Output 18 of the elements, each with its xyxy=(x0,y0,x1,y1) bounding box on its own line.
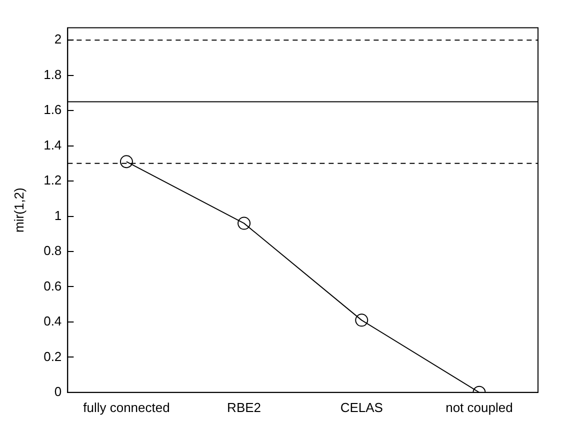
point xyxy=(120,155,133,168)
point xyxy=(238,216,251,230)
y-axis-title: mir(1,2) xyxy=(11,188,26,232)
y-tick-label: 1.6 xyxy=(44,102,62,118)
x-tick-label: CELAS xyxy=(340,400,384,415)
x-tick-label: not coupled xyxy=(446,400,513,415)
y-tick-label: 2 xyxy=(54,32,62,47)
y-tick-label: 0.4 xyxy=(44,314,62,329)
x-tick-label: RBE2 xyxy=(227,400,262,415)
x-tick-label: fully connected xyxy=(83,400,170,415)
y-tick-label: 1 xyxy=(54,208,62,223)
y-tick-label: 1.8 xyxy=(44,66,62,82)
y-tick-label: 0.2 xyxy=(44,348,62,364)
y-tick-label: 1.2 xyxy=(44,172,62,188)
y-tick-label: 0 xyxy=(54,384,62,399)
y-tick-label: 0.6 xyxy=(44,278,62,294)
y-tick-label: 1.4 xyxy=(44,137,62,152)
y-tick-label: 0.8 xyxy=(44,243,62,258)
